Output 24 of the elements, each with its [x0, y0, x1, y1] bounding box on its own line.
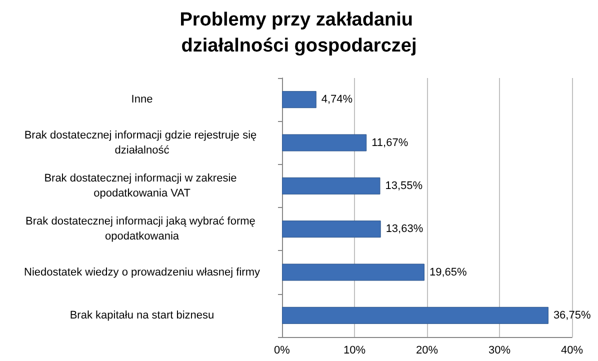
- x-tick-label: 30%: [488, 344, 511, 356]
- data-label: 36,75%: [553, 309, 591, 322]
- x-tick-label: 0%: [274, 344, 290, 356]
- data-label: 13,55%: [385, 180, 423, 192]
- y-tick-label: Brak kapitału na start biznesu: [70, 309, 214, 322]
- x-tick-label: 40%: [560, 344, 584, 356]
- chart-title: Problemy przy zakładaniu działalności gospodarczej: [180, 10, 418, 56]
- data-label: 13,63%: [386, 223, 424, 236]
- bar: [282, 306, 548, 324]
- bar: [282, 177, 380, 194]
- data-label: 4,74%: [321, 94, 353, 106]
- data-label: 19,65%: [429, 266, 467, 278]
- y-tick-label: Brak dostatecznej informacji w zakresie opodatkowania VAT: [44, 172, 240, 200]
- y-tick-label: Inne: [131, 94, 153, 106]
- data-label: 11,67%: [372, 136, 408, 149]
- bar: [282, 220, 381, 238]
- bar: [282, 264, 424, 281]
- x-tick-label: 20%: [416, 344, 438, 356]
- y-tick-label: Brak dostatecznej informacji gdzie rejestruje się działalność: [24, 129, 260, 156]
- y-tick-label: Brak dostatecznej informacji jaką wybrać formę opodatkowania: [26, 216, 258, 243]
- bar: [282, 134, 367, 152]
- x-tick-label: 10%: [343, 344, 366, 356]
- y-tick-label: Niedostatek wiedzy o prowadzeniu własnej firmy: [24, 266, 260, 278]
- bar: [282, 91, 316, 108]
